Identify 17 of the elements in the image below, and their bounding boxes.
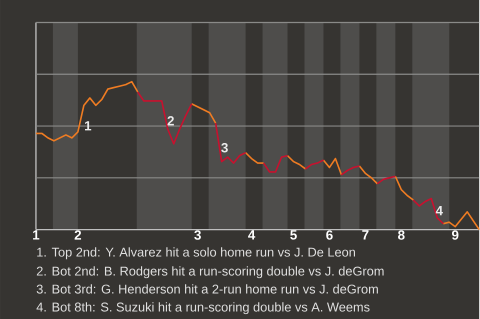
annotation: 4 (436, 206, 443, 215)
x-tick-label: 7 (362, 230, 369, 240)
text: 3. Bot 3rd: G. Henderson hit a 2-run home run vs J. deGrom (36, 284, 378, 294)
x-tick-label: 6 (326, 230, 333, 240)
x-tick-label: 5 (290, 230, 297, 240)
x-tick-label: 3 (194, 230, 201, 240)
text: 2. Bot 2nd: B. Rodgers hit a run-scoring double vs J. deGrom (36, 266, 384, 278)
annotation: 2 (167, 116, 174, 126)
x-tick-label: 4 (248, 230, 256, 240)
x-tick-label: 1 (33, 230, 40, 240)
x-tick-label: 9 (452, 230, 458, 240)
text: 4. Bot 8th: S. Suzuki hit a run-scoring double vs A. Weems (36, 302, 370, 314)
x-tick-label: 2 (74, 230, 82, 240)
text: 1. Top 2nd: Y. Alvarez hit a solo home run vs J. De Leon (37, 247, 355, 259)
annotation: 3 (221, 142, 228, 152)
annotation: 1 (84, 120, 92, 130)
x-tick-label: 8 (398, 230, 405, 240)
